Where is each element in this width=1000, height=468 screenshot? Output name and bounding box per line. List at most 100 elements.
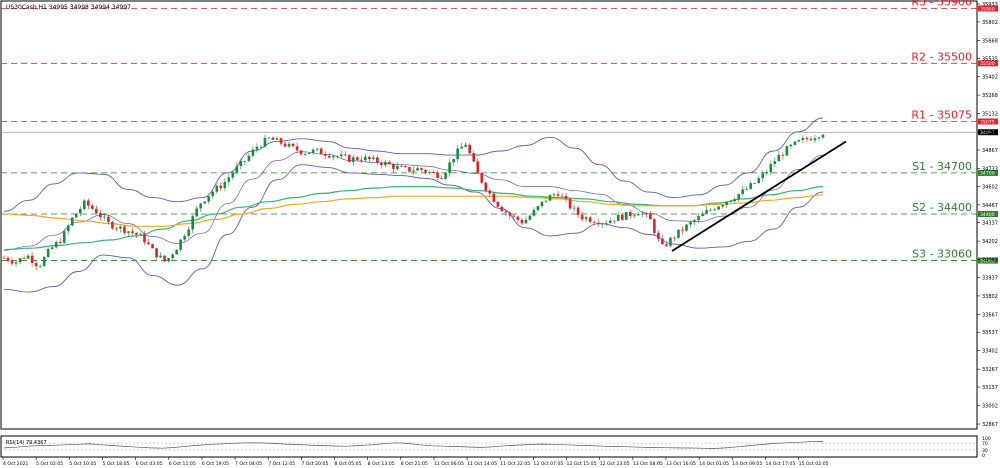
candle-body xyxy=(705,210,708,214)
level-price-tag xyxy=(978,211,998,217)
candle-body xyxy=(360,159,363,161)
candle-body xyxy=(472,153,476,162)
candle-body xyxy=(572,207,576,209)
candle-body xyxy=(74,213,78,218)
level-label: S1 - 34700 xyxy=(912,160,972,173)
candle-body xyxy=(319,148,323,155)
candle-body xyxy=(408,166,411,172)
time-tick-label: 5 Oct 18:05 xyxy=(102,461,129,467)
candle-body xyxy=(199,203,203,209)
level-price-tag xyxy=(978,169,998,176)
candle-body xyxy=(452,159,455,163)
time-tick-label: 15 Oct 02:05 xyxy=(799,461,829,467)
time-tick-label: 12 Oct 07:05 xyxy=(533,461,563,467)
candle-body xyxy=(351,157,355,162)
candle-body xyxy=(70,217,74,226)
price-tick-label: 34733 xyxy=(982,166,998,172)
candle-body xyxy=(769,164,773,172)
time-tick-label: 13 Oct 08:05 xyxy=(633,461,663,467)
candle-body xyxy=(376,157,379,163)
candle-body xyxy=(6,257,10,262)
candle-body xyxy=(765,171,769,174)
candle-body xyxy=(620,214,624,220)
candle-body xyxy=(127,231,130,233)
level-price-tag xyxy=(978,118,998,125)
candle-body xyxy=(368,156,371,160)
price-tick-label: 34867 xyxy=(982,148,998,154)
candle-body xyxy=(115,228,118,230)
time-tick-label: 8 Oct 13:05 xyxy=(368,461,395,467)
candle-body xyxy=(633,215,636,217)
candle-body xyxy=(247,155,251,161)
candle-body xyxy=(496,201,500,207)
level-price-tag-text: 34060 xyxy=(980,258,995,264)
candle-body xyxy=(628,212,632,217)
candle-body xyxy=(681,229,684,231)
candle-body xyxy=(111,222,114,229)
candle-body xyxy=(729,201,732,202)
candle-body xyxy=(492,193,496,202)
price-tick-label: 33937 xyxy=(982,275,998,281)
candle-body xyxy=(504,211,508,213)
candle-body xyxy=(251,149,255,156)
price-axis: 35933 35802 35668 35535 35402 35268 35132 34997… xyxy=(977,2,998,428)
candle-body xyxy=(207,196,211,202)
candle-body xyxy=(14,262,18,264)
candle-body xyxy=(420,168,423,170)
time-tick-label: 6 Oct 11:05 xyxy=(169,461,196,467)
candle-body xyxy=(107,216,110,223)
price-tick-label: 35402 xyxy=(982,75,998,81)
candle-body xyxy=(22,258,26,259)
candle-body xyxy=(576,207,580,215)
time-tick-label: 11 Oct 22:05 xyxy=(500,461,530,467)
candle-body xyxy=(677,229,680,238)
candle-body xyxy=(347,155,351,162)
candle-body xyxy=(432,171,435,173)
price-tick-label: 34602 xyxy=(982,184,998,190)
candle-body xyxy=(761,173,765,179)
price-tick-label: 33802 xyxy=(982,294,998,300)
candle-body xyxy=(231,172,235,178)
candle-body xyxy=(95,208,98,214)
candle-body xyxy=(54,241,58,248)
candle-body xyxy=(612,220,616,222)
candle-body xyxy=(372,157,375,160)
candle-body xyxy=(227,177,231,182)
candle-body xyxy=(62,231,66,243)
price-tick-label: 33537 xyxy=(982,330,998,336)
price-tick-label: 34467 xyxy=(982,203,998,209)
candle-body xyxy=(468,144,472,154)
candle-body xyxy=(315,148,319,150)
candle-body xyxy=(616,214,620,222)
candle-body xyxy=(191,216,194,230)
candle-body xyxy=(331,156,335,158)
time-tick-label: 12 Oct 15:05 xyxy=(567,461,597,467)
candle-body xyxy=(661,238,664,245)
candle-body xyxy=(46,249,50,257)
candle-body xyxy=(143,233,146,243)
candle-body xyxy=(404,166,407,167)
candle-body xyxy=(456,148,459,160)
candle-body xyxy=(749,183,753,189)
candle-body xyxy=(436,172,439,178)
candle-body xyxy=(299,150,303,155)
candle-body xyxy=(412,170,415,172)
candle-body xyxy=(38,266,42,267)
time-tick-label: 6 Oct 03:05 xyxy=(136,461,163,467)
candle-body xyxy=(179,239,182,250)
candle-body xyxy=(600,223,604,225)
price-tick-label: 32867 xyxy=(982,422,998,428)
candle-body xyxy=(460,146,463,149)
time-tick-label: 5 Oct 10:05 xyxy=(69,461,96,467)
candle-body xyxy=(151,244,154,249)
candle-body xyxy=(821,134,825,138)
candle-body xyxy=(568,198,572,209)
candle-body xyxy=(596,222,600,225)
price-tick-label: 35132 xyxy=(982,112,998,118)
candle-body xyxy=(139,233,142,235)
candle-body xyxy=(785,146,789,156)
candle-body xyxy=(279,138,283,144)
candle-body xyxy=(560,195,564,197)
candle-body xyxy=(737,194,740,200)
